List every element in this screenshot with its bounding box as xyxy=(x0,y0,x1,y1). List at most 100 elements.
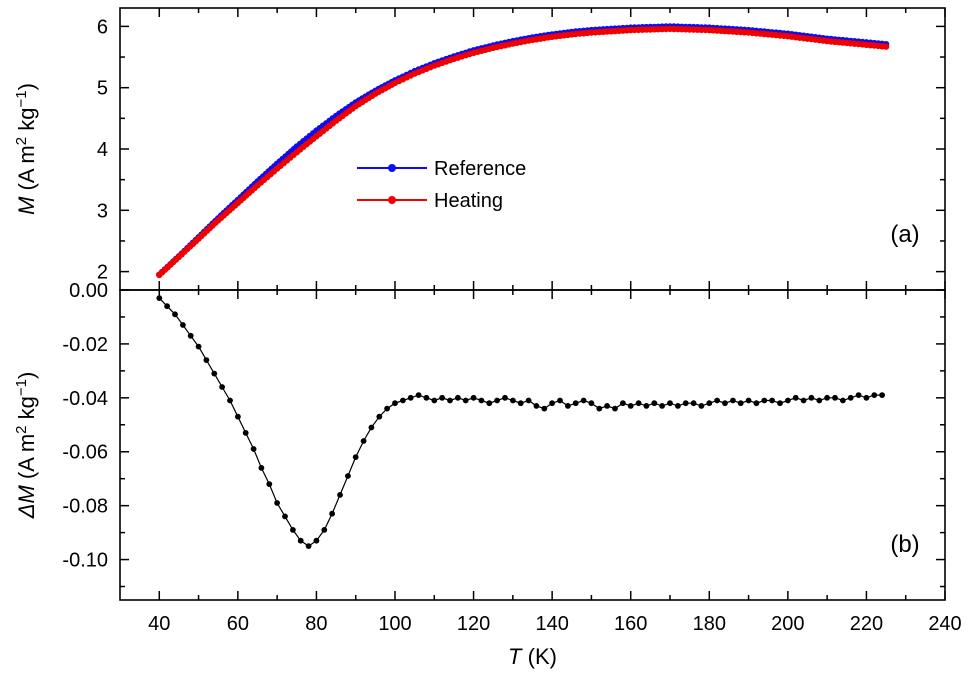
panel-label-b: (b) xyxy=(890,531,919,558)
data-point xyxy=(502,394,508,401)
y-axis-title-a: M (A m2 kg−1) xyxy=(13,83,39,215)
data-point xyxy=(305,543,312,549)
x-tick-label: 140 xyxy=(535,613,568,635)
data-point xyxy=(274,500,280,506)
data-point xyxy=(227,397,233,404)
data-point xyxy=(478,397,485,404)
data-point xyxy=(753,400,760,407)
data-point xyxy=(352,454,359,460)
data-point xyxy=(462,397,469,404)
data-point xyxy=(777,400,783,407)
data-point xyxy=(824,394,830,401)
y-tick-label: 5 xyxy=(97,78,108,100)
data-point xyxy=(187,332,194,339)
data-point xyxy=(745,397,752,404)
data-point xyxy=(164,303,171,310)
data-point xyxy=(447,397,453,404)
data-point xyxy=(800,397,807,404)
data-point xyxy=(195,343,202,350)
x-tick-label: 180 xyxy=(693,613,726,635)
data-point xyxy=(737,400,744,407)
data-point xyxy=(180,322,186,328)
data-point xyxy=(882,43,890,50)
data-point xyxy=(282,513,288,520)
data-point xyxy=(250,446,257,452)
data-point xyxy=(337,492,343,498)
data-point xyxy=(769,397,775,404)
series-line-reference xyxy=(158,25,887,276)
data-point xyxy=(517,400,524,407)
panel-a-border xyxy=(119,7,946,291)
data-point xyxy=(376,413,383,420)
y-tick-label: -0.04 xyxy=(62,388,108,410)
data-point xyxy=(714,397,720,404)
legend: Reference Heating xyxy=(357,158,526,212)
legend-marker-sample xyxy=(388,164,396,172)
data-point xyxy=(172,311,178,318)
data-point xyxy=(400,397,406,404)
data-point xyxy=(415,392,422,398)
data-point xyxy=(345,473,351,479)
data-point xyxy=(360,438,367,444)
data-point xyxy=(572,400,579,407)
data-point xyxy=(643,403,650,409)
data-point xyxy=(879,392,885,398)
x-tick-label: 60 xyxy=(227,613,249,635)
data-point xyxy=(494,397,500,404)
data-point xyxy=(792,394,799,401)
panel-label-a: (a) xyxy=(890,221,919,248)
y-tick-label: 3 xyxy=(97,200,108,222)
y-tick-label: 6 xyxy=(97,16,108,38)
y-tick-label: -0.02 xyxy=(62,334,108,356)
x-tick-label: 240 xyxy=(928,613,961,635)
data-point xyxy=(832,394,838,401)
data-point xyxy=(156,295,163,301)
data-point xyxy=(871,392,878,398)
data-point xyxy=(682,400,689,407)
data-point xyxy=(659,403,665,409)
data-point xyxy=(455,394,461,401)
data-point xyxy=(431,397,438,404)
data-point xyxy=(690,400,697,407)
data-point xyxy=(470,394,477,401)
data-point xyxy=(840,397,846,404)
panel-b: 0.00 -0.02 -0.04 -0.06 -0.08 -0.10 40 60 80 100 12… xyxy=(62,280,961,635)
data-point xyxy=(863,394,870,401)
data-point xyxy=(329,510,335,517)
panel-a: 2 3 4 5 6 (a) Reference Heating xyxy=(97,7,946,291)
data-point xyxy=(675,403,681,409)
data-point xyxy=(541,405,548,412)
data-point xyxy=(620,400,626,407)
data-point xyxy=(392,400,398,407)
data-point xyxy=(580,397,587,404)
data-point xyxy=(565,403,571,409)
panel-b-border xyxy=(119,289,946,601)
y-tick-label: -0.08 xyxy=(62,496,108,518)
y-tick-label: 4 xyxy=(97,139,108,161)
data-point xyxy=(368,424,375,431)
data-point xyxy=(808,394,815,401)
data-point xyxy=(290,527,296,533)
x-tick-label: 100 xyxy=(378,613,411,635)
y-tick-label: 2 xyxy=(97,262,108,284)
data-point xyxy=(557,397,563,404)
data-point xyxy=(604,403,610,409)
x-tick-label: 40 xyxy=(148,613,170,635)
data-point xyxy=(706,400,713,407)
data-point xyxy=(667,400,673,407)
x-tick-label: 200 xyxy=(771,613,804,635)
data-point xyxy=(211,370,218,377)
legend-label: Heating xyxy=(434,190,503,212)
legend-label: Reference xyxy=(434,158,526,180)
series-line-heating xyxy=(158,27,887,276)
data-point xyxy=(203,357,210,363)
data-point xyxy=(855,392,862,398)
data-point xyxy=(549,400,555,407)
x-tick-label: 220 xyxy=(850,613,883,635)
data-point xyxy=(651,400,658,407)
data-point xyxy=(321,527,328,533)
data-point xyxy=(266,481,273,487)
data-point xyxy=(235,413,241,420)
